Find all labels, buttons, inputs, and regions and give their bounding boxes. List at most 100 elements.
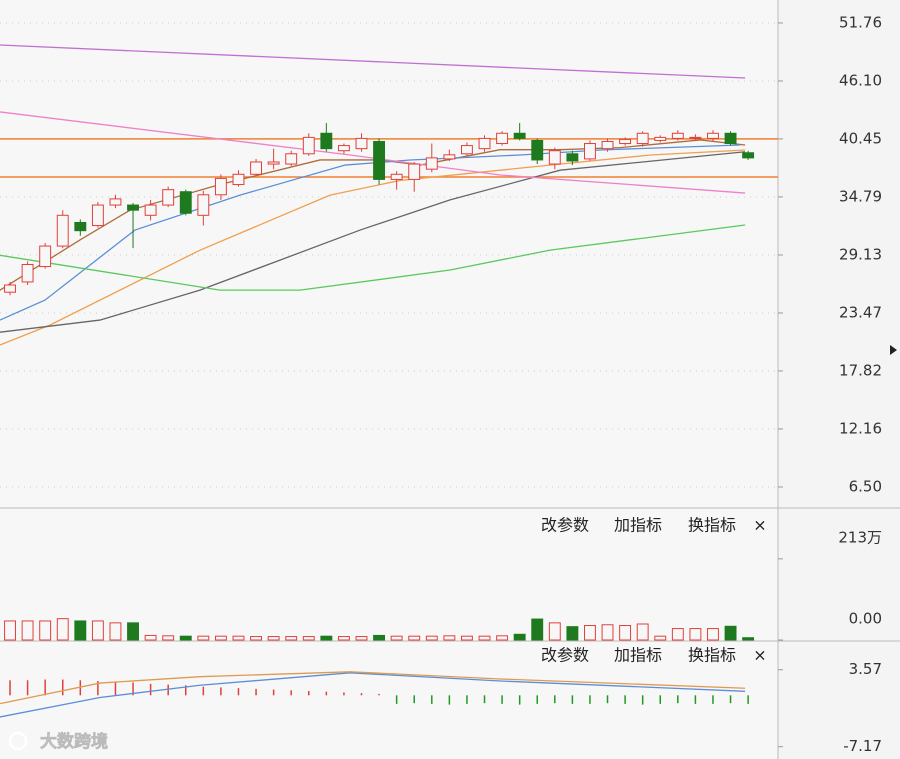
volume-bar <box>214 635 227 641</box>
candle-body <box>39 245 52 268</box>
candle-body <box>548 150 561 165</box>
candle-body <box>390 173 403 180</box>
candle-body <box>584 143 596 160</box>
candle-body <box>127 204 139 211</box>
panel-button[interactable]: 改参数 <box>541 516 589 535</box>
watermark: 大数跨境 <box>8 731 108 752</box>
candle-body <box>337 145 350 152</box>
y-tick-label: 34.79 <box>839 187 882 205</box>
volume-bar <box>496 635 509 641</box>
expand-arrow[interactable] <box>890 345 897 355</box>
volume-bar <box>671 628 684 641</box>
y-tick-label: 40.45 <box>839 129 882 147</box>
candle-body <box>671 132 684 139</box>
candle-body <box>443 154 456 160</box>
candle-body <box>355 137 368 150</box>
candle-body <box>74 221 87 232</box>
candle-body <box>56 214 69 247</box>
volume-bar <box>513 633 526 641</box>
y-tick-label: 3.57 <box>849 660 882 678</box>
volume-bar <box>425 635 438 641</box>
candle-body <box>566 153 579 162</box>
volume-bar <box>56 618 69 641</box>
candle-body <box>214 177 227 196</box>
candle-body <box>21 264 34 283</box>
y-tick-label: 51.76 <box>839 13 882 31</box>
candle-body <box>285 153 298 165</box>
volume-bar <box>707 628 719 641</box>
indicator-line <box>0 144 741 321</box>
indicator-line <box>0 151 746 333</box>
panel-button[interactable]: × <box>753 516 766 535</box>
volume-bar <box>460 635 473 641</box>
candle-body <box>707 132 719 139</box>
candle-body <box>267 161 280 165</box>
y-tick-label: 6.50 <box>849 477 882 495</box>
panel-button[interactable]: 改参数 <box>541 646 589 665</box>
y-tick-label: 12.16 <box>839 419 882 437</box>
indicator-line <box>0 672 746 718</box>
volume-bar <box>197 635 210 641</box>
candle-body <box>496 132 509 145</box>
volume-bar <box>337 636 350 641</box>
indicator-line <box>0 671 746 705</box>
candle-body <box>179 191 192 214</box>
volume-bar <box>109 622 122 641</box>
candle-body <box>232 173 245 186</box>
volume-bar <box>584 625 596 641</box>
volume-bar <box>355 636 368 641</box>
candle-body <box>373 140 386 180</box>
volume-bar <box>267 636 280 641</box>
panel-button[interactable]: 换指标 <box>688 516 736 535</box>
candle-body <box>250 161 263 175</box>
panel-button[interactable]: 加指标 <box>614 516 662 535</box>
y-tick-label: 46.10 <box>839 71 882 89</box>
volume-bar <box>250 636 263 641</box>
volume-bar <box>4 620 16 641</box>
volume-bar <box>390 635 403 641</box>
volume-bar <box>478 635 491 641</box>
candle-body <box>460 145 473 155</box>
volume-bar <box>302 636 315 641</box>
volume-bar <box>127 622 139 641</box>
panel-button[interactable]: 换指标 <box>688 646 736 665</box>
candle-body <box>320 132 333 150</box>
volume-bar <box>654 635 667 641</box>
candle-body <box>4 284 16 293</box>
volume-bar <box>373 634 386 641</box>
volume-bar <box>636 623 649 641</box>
volume-bar <box>179 635 192 641</box>
y-tick-label: 17.82 <box>839 361 882 379</box>
candle-body <box>109 198 122 206</box>
candle-body <box>619 138 632 145</box>
candle-body <box>144 204 157 216</box>
volume-bar <box>689 628 702 641</box>
volume-bar <box>566 626 579 641</box>
y-tick-label: 23.47 <box>839 304 882 322</box>
candle-body <box>531 139 544 161</box>
volume-bar <box>320 635 333 641</box>
volume-bar <box>162 635 175 641</box>
candle-body <box>408 163 421 180</box>
candle-body <box>302 136 315 155</box>
candle-body <box>636 132 649 145</box>
panel-button[interactable]: 加指标 <box>614 646 662 665</box>
candle-body <box>91 204 104 227</box>
indicator-line <box>0 149 746 346</box>
volume-bar <box>742 637 755 641</box>
panel-button[interactable]: × <box>753 646 766 665</box>
volume-bar <box>601 624 614 641</box>
volume-bar <box>144 634 157 641</box>
candle-body <box>742 152 755 159</box>
volume-bar <box>21 620 34 641</box>
candle-body <box>601 140 614 150</box>
candle-body <box>724 132 737 145</box>
candle-body <box>162 189 175 206</box>
volume-bar <box>619 625 632 641</box>
indicator-line <box>0 44 746 79</box>
volume-bar <box>39 620 52 641</box>
volume-bar <box>548 622 561 641</box>
candle-body <box>513 132 526 139</box>
candle-body <box>654 136 667 141</box>
